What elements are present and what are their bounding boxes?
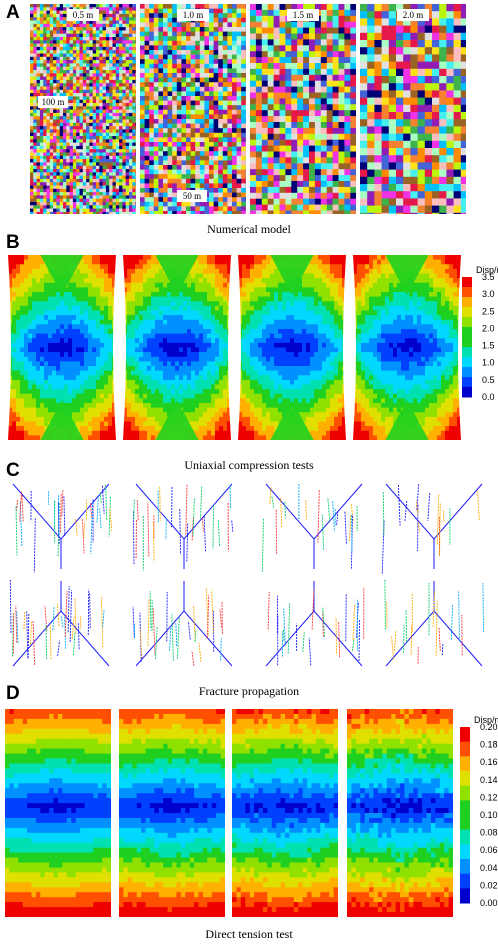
colorbar-tick: 1.5: [482, 341, 495, 351]
tension-model-3: [232, 709, 338, 917]
colorbar-tick: 0.5: [482, 375, 495, 385]
colorbar-compression: Disp/m3.5 3.0 2.5 2.0 1.5 1.0 0.5 0.0: [462, 265, 498, 402]
numerical-model-figure: 0.5 m 1.0 m 1.5 m 2.0 m 100 m 50 m: [30, 4, 466, 214]
fracture-top-3: [261, 483, 363, 573]
colorbar-tick: 0.20: [480, 722, 498, 732]
colorbar-tick: 0.12: [480, 792, 498, 802]
fracture-bottom-1: [9, 579, 110, 667]
fracture-bottom-4: [384, 579, 485, 667]
colorbar-tick: 0.0: [482, 392, 495, 402]
colorbar-tick: 3.0: [482, 289, 495, 299]
colorbar-tick: 0.16: [480, 757, 498, 767]
panel-letter-a: A: [6, 2, 20, 23]
colorbar-tick: 0.02: [480, 880, 498, 890]
tension-model-1: [5, 709, 111, 917]
model-2: 1.0 m: [140, 4, 246, 214]
width-label: 50 m: [183, 191, 201, 201]
model-4: 2.0 m: [360, 4, 466, 214]
direct-tension-figure: Disp/m0.20 0.18 0.16 0.14 0.12 0.10 0.08 0.06 0.…: [5, 709, 498, 917]
compression-model-4: [353, 255, 461, 440]
tension-model-2: [119, 709, 225, 917]
colorbar-tick: 0.10: [480, 810, 498, 820]
model-1: 0.5 m: [30, 4, 136, 214]
panel-letter-c: C: [6, 460, 20, 481]
model-label-box: [177, 9, 209, 21]
fracture-bottom-2: [132, 581, 233, 667]
panel-letter-d: D: [6, 683, 20, 704]
caption-numerical-model: Numerical model: [207, 222, 291, 236]
fracture-top-1: [12, 483, 113, 573]
fracture-top-2: [132, 483, 234, 571]
height-label: 100 m: [42, 97, 65, 107]
caption-uniaxial-compression: Uniaxial compression tests: [184, 458, 314, 472]
colorbar-title: Disp/m: [476, 265, 498, 275]
colorbar-tick: 0.18: [480, 740, 498, 750]
tension-model-4: [347, 709, 453, 917]
compression-model-1: [8, 255, 116, 440]
caption-direct-tension: Direct tension test: [205, 927, 293, 941]
colorbar-title: Disp/m: [474, 715, 498, 725]
colorbar-tick: 3.5: [482, 272, 495, 282]
fracture-top-4: [381, 483, 483, 575]
model-size-label: 1.0 m: [183, 10, 204, 20]
colorbar-tick: 0.00: [480, 898, 498, 908]
panel-letter-b: B: [6, 232, 20, 253]
uniaxial-compression-figure: Disp/m3.5 3.0 2.5 2.0 1.5 1.0 0.5 0.0: [8, 255, 498, 440]
colorbar-tick: 1.0: [482, 358, 495, 368]
model-size-label: 0.5 m: [73, 10, 94, 20]
colorbar-tick: 0.08: [480, 828, 498, 838]
model-label-box: [397, 9, 429, 21]
compression-model-3: [238, 255, 346, 440]
colorbar-tick: 0.14: [480, 775, 498, 785]
fracture-bottom-3: [265, 581, 365, 667]
model-label-box: [287, 9, 319, 21]
model-size-label: 1.5 m: [293, 10, 314, 20]
colorbar-tick: 2.5: [482, 306, 495, 316]
fracture-propagation-figure: [9, 483, 485, 667]
colorbar-tension: Disp/m0.20 0.18 0.16 0.14 0.12 0.10 0.08 0.06 0.…: [460, 715, 498, 908]
model-3: 1.5 m: [250, 4, 356, 214]
colorbar-tick: 0.06: [480, 845, 498, 855]
colorbar-tick: 0.04: [480, 863, 498, 873]
model-size-label: 2.0 m: [403, 10, 424, 20]
caption-fracture-propagation: Fracture propagation: [198, 684, 300, 698]
model-label-box: [67, 9, 99, 21]
colorbar-tick: 2.0: [482, 323, 495, 333]
compression-model-2: [123, 255, 231, 440]
